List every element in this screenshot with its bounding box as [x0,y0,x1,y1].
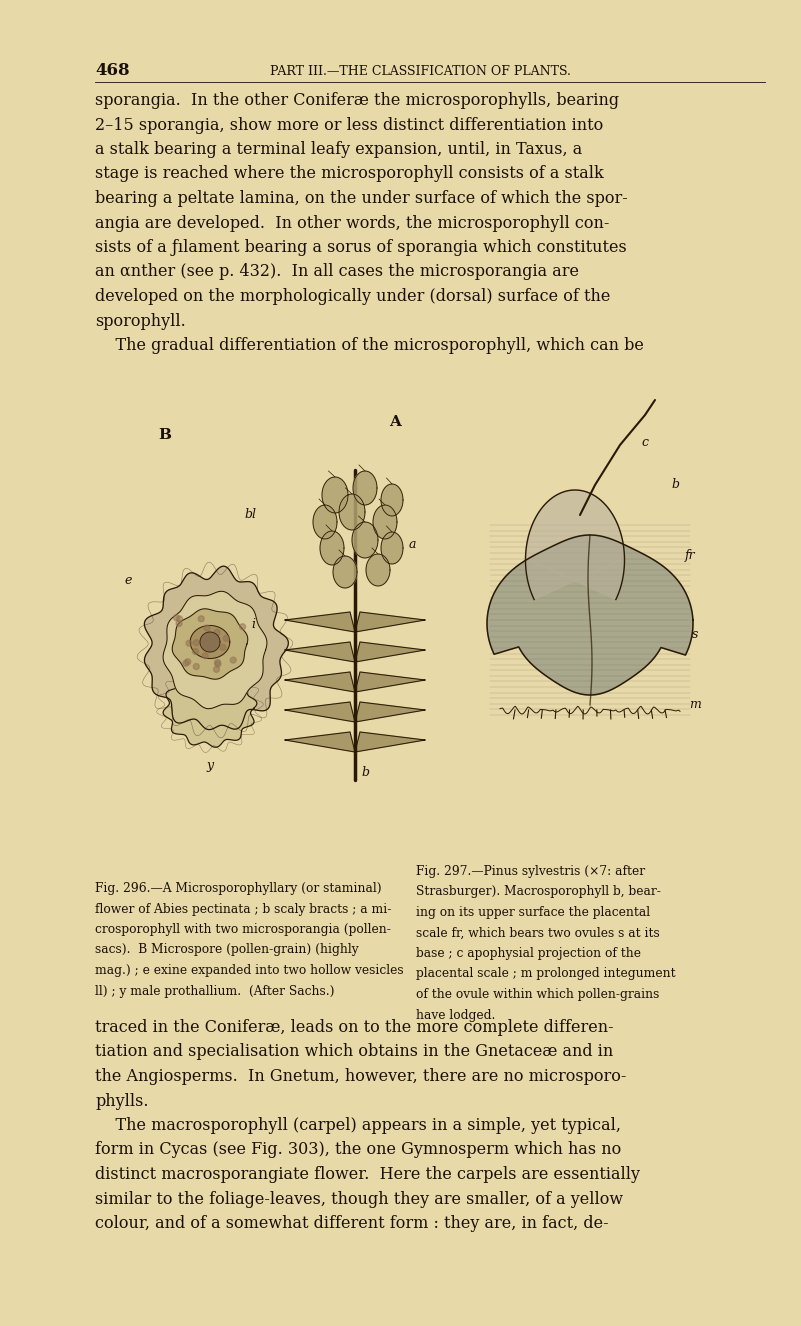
Text: sists of a ƒılament bearing a sorus of sporangia which constitutes: sists of a ƒılament bearing a sorus of s… [95,239,626,256]
Text: placental scale ; m prolonged integument: placental scale ; m prolonged integument [416,968,675,980]
Polygon shape [285,732,355,752]
Text: PART III.—THE CLASSIFICATION OF PLANTS.: PART III.—THE CLASSIFICATION OF PLANTS. [270,65,571,78]
Text: similar to the foliage-leaves, though they are smaller, of a yellow: similar to the foliage-leaves, though th… [95,1191,623,1208]
Polygon shape [204,625,210,631]
Polygon shape [381,484,403,516]
Text: Fig. 296.—A Microsporophyllary (or staminal): Fig. 296.—A Microsporophyllary (or stami… [95,882,381,895]
Text: traced in the Coniferæ, leads on to the more complete differen-: traced in the Coniferæ, leads on to the … [95,1018,614,1036]
Text: the Angiosperms.  In Gnetum, however, there are no microsporo-: the Angiosperms. In Gnetum, however, the… [95,1067,626,1085]
Polygon shape [183,660,189,666]
Polygon shape [339,495,365,530]
Polygon shape [381,532,403,564]
Polygon shape [200,633,220,652]
Text: mag.) ; e exine expanded into two hollow vesicles: mag.) ; e exine expanded into two hollow… [95,964,404,977]
Polygon shape [163,591,267,708]
Text: tiation and specialisation which obtains in the Gnetaceæ and in: tiation and specialisation which obtains… [95,1044,614,1061]
Text: colour, and of a somewhat different form : they are, in fact, de-: colour, and of a somewhat different form… [95,1215,609,1232]
Text: an αnther (see p. 432).  In all cases the microsporangia are: an αnther (see p. 432). In all cases the… [95,264,579,281]
Text: angia are developed.  In other words, the microsporophyll con-: angia are developed. In other words, the… [95,215,610,232]
Polygon shape [353,471,377,505]
Polygon shape [176,621,182,626]
Text: a: a [409,538,416,552]
Polygon shape [199,615,204,622]
Polygon shape [525,491,625,599]
Text: sacs).  B Microspore (pollen-grain) (highly: sacs). B Microspore (pollen-grain) (high… [95,944,359,956]
Text: e: e [124,574,131,586]
Text: ing on its upper surface the placental: ing on its upper surface the placental [416,906,650,919]
Polygon shape [373,505,397,538]
Text: phylls.: phylls. [95,1093,148,1110]
Text: Fig. 297.—Pinus sylvestris (×7: after: Fig. 297.—Pinus sylvestris (×7: after [416,865,645,878]
Polygon shape [320,530,344,565]
Text: crosporophyll with two microsporangia (pollen-: crosporophyll with two microsporangia (p… [95,923,391,936]
Polygon shape [322,477,348,513]
Text: sporangia.  In the other Coniferæ the microsporophylls, bearing: sporangia. In the other Coniferæ the mic… [95,91,619,109]
Text: B: B [159,428,171,442]
Polygon shape [223,635,229,642]
Polygon shape [186,640,192,646]
Text: base ; c apophysial projection of the: base ; c apophysial projection of the [416,947,641,960]
Polygon shape [220,644,226,650]
Polygon shape [193,663,199,670]
Polygon shape [352,522,378,558]
Text: 2–15 sporangia, show more or less distinct differentiation into: 2–15 sporangia, show more or less distin… [95,117,603,134]
Text: developed on the morphologically under (dorsal) surface of the: developed on the morphologically under (… [95,288,610,305]
Text: bearing a peltate lamina, on the under surface of which the spor-: bearing a peltate lamina, on the under s… [95,190,628,207]
Text: Strasburger). Macrosporophyll b, bear-: Strasburger). Macrosporophyll b, bear- [416,886,660,899]
Polygon shape [144,566,288,729]
Text: A: A [389,415,401,430]
Polygon shape [355,672,425,692]
Text: scale fr, which bears two ovules s at its: scale fr, which bears two ovules s at it… [416,927,659,940]
Polygon shape [214,630,220,635]
Text: The macrosporophyll (carpel) appears in a simple, yet typical,: The macrosporophyll (carpel) appears in … [95,1116,621,1134]
Text: ll) ; y male prothallium.  (After Sachs.): ll) ; y male prothallium. (After Sachs.) [95,984,335,997]
Polygon shape [333,556,357,587]
Text: m: m [689,699,701,712]
Polygon shape [366,554,390,586]
Text: flower of Abies pectinata ; b scaly bracts ; a mi-: flower of Abies pectinata ; b scaly brac… [95,903,392,915]
Polygon shape [190,626,230,659]
Polygon shape [193,639,199,646]
Text: b: b [361,765,369,778]
Polygon shape [192,648,199,655]
Polygon shape [355,701,425,721]
Polygon shape [172,609,248,679]
Polygon shape [355,732,425,752]
Polygon shape [313,505,337,538]
Text: sporophyll.: sporophyll. [95,313,186,329]
Polygon shape [285,672,355,692]
Text: have lodged.: have lodged. [416,1009,495,1021]
Text: s: s [692,629,698,642]
Polygon shape [174,615,179,621]
Polygon shape [285,701,355,721]
Text: distinct macrosporangiate flower.  Here the carpels are essentially: distinct macrosporangiate flower. Here t… [95,1166,640,1183]
Polygon shape [285,642,355,662]
Polygon shape [163,668,257,748]
Polygon shape [231,658,236,663]
Polygon shape [215,662,221,667]
Polygon shape [176,615,183,622]
Polygon shape [203,652,208,659]
Text: b: b [671,479,679,492]
Polygon shape [239,623,246,630]
Text: fr: fr [685,549,695,561]
Text: y: y [207,758,214,772]
Polygon shape [355,613,425,633]
Polygon shape [214,667,219,672]
Polygon shape [185,659,191,664]
Text: a stalk bearing a terminal leafy expansion, until, in Taxus, a: a stalk bearing a terminal leafy expansi… [95,141,582,158]
Polygon shape [215,659,220,666]
Text: 468: 468 [95,62,130,80]
Text: bl: bl [244,508,256,521]
Text: c: c [642,435,649,448]
Polygon shape [355,642,425,662]
Text: form in Cycas (see Fig. 303), the one Gymnosperm which has no: form in Cycas (see Fig. 303), the one Gy… [95,1142,622,1159]
Text: stage is reached where the microsporophyll consists of a stalk: stage is reached where the microsporophy… [95,166,604,183]
Polygon shape [487,534,693,695]
Polygon shape [285,613,355,633]
Text: i: i [251,618,255,631]
Text: The gradual differentiation of the microsporophyll, which can be: The gradual differentiation of the micro… [95,337,644,354]
Text: of the ovule within which pollen-grains: of the ovule within which pollen-grains [416,988,659,1001]
